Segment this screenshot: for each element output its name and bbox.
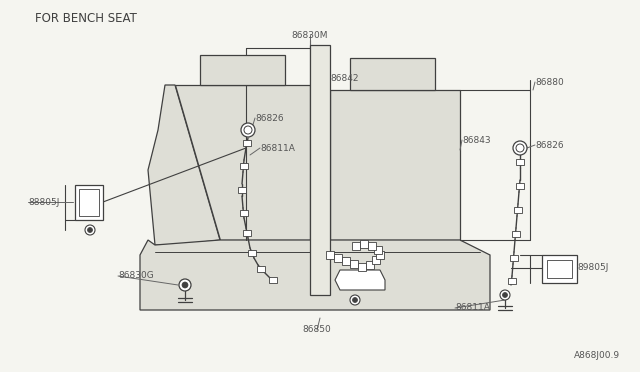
Polygon shape bbox=[335, 270, 385, 290]
Circle shape bbox=[350, 295, 360, 305]
Bar bbox=[368, 242, 376, 250]
Bar bbox=[508, 278, 515, 283]
Circle shape bbox=[513, 141, 527, 155]
Polygon shape bbox=[140, 240, 490, 310]
Bar bbox=[516, 158, 524, 164]
Bar bbox=[79, 189, 99, 216]
Polygon shape bbox=[310, 45, 330, 295]
Bar bbox=[352, 242, 360, 250]
Bar bbox=[243, 140, 251, 146]
Polygon shape bbox=[330, 90, 460, 240]
Bar bbox=[342, 257, 350, 265]
Bar bbox=[358, 263, 366, 271]
Bar bbox=[360, 240, 368, 248]
Text: 86830M: 86830M bbox=[292, 31, 328, 39]
Circle shape bbox=[353, 298, 358, 302]
Text: 86880: 86880 bbox=[535, 77, 564, 87]
Text: 86826: 86826 bbox=[255, 113, 284, 122]
Circle shape bbox=[500, 290, 510, 300]
Circle shape bbox=[85, 225, 95, 235]
Circle shape bbox=[241, 123, 255, 137]
Bar bbox=[243, 230, 251, 236]
Text: 86843: 86843 bbox=[462, 135, 491, 144]
Bar bbox=[547, 260, 572, 278]
Bar bbox=[515, 183, 524, 189]
Bar bbox=[374, 246, 382, 254]
Bar bbox=[372, 256, 380, 264]
Polygon shape bbox=[200, 55, 285, 85]
Text: 86826: 86826 bbox=[535, 141, 564, 150]
Text: 86811A: 86811A bbox=[455, 304, 490, 312]
Text: FOR BENCH SEAT: FOR BENCH SEAT bbox=[35, 12, 137, 25]
Polygon shape bbox=[175, 85, 310, 240]
Text: 86811A: 86811A bbox=[260, 144, 295, 153]
Bar bbox=[513, 207, 522, 213]
Bar bbox=[75, 185, 103, 220]
Bar bbox=[239, 163, 248, 169]
Bar bbox=[366, 261, 374, 269]
Bar bbox=[334, 254, 342, 262]
Text: 86850: 86850 bbox=[303, 326, 332, 334]
Circle shape bbox=[179, 279, 191, 291]
Bar bbox=[257, 266, 265, 272]
Polygon shape bbox=[148, 85, 220, 245]
Circle shape bbox=[182, 282, 188, 288]
Circle shape bbox=[88, 228, 93, 232]
Bar bbox=[239, 210, 248, 216]
Bar bbox=[269, 277, 277, 283]
Bar bbox=[511, 231, 520, 237]
Bar bbox=[509, 255, 518, 261]
Text: 86830G: 86830G bbox=[118, 272, 154, 280]
Bar bbox=[248, 250, 256, 256]
Bar bbox=[542, 255, 577, 283]
Text: 86842: 86842 bbox=[330, 74, 358, 83]
Bar bbox=[326, 251, 334, 259]
Text: A868J00.9: A868J00.9 bbox=[574, 351, 620, 360]
Text: 89805J: 89805J bbox=[577, 263, 609, 273]
Polygon shape bbox=[350, 58, 435, 90]
Text: 88805J: 88805J bbox=[28, 198, 60, 206]
Bar bbox=[376, 251, 384, 259]
Bar bbox=[238, 187, 246, 193]
Bar bbox=[350, 260, 358, 268]
Circle shape bbox=[502, 292, 508, 298]
